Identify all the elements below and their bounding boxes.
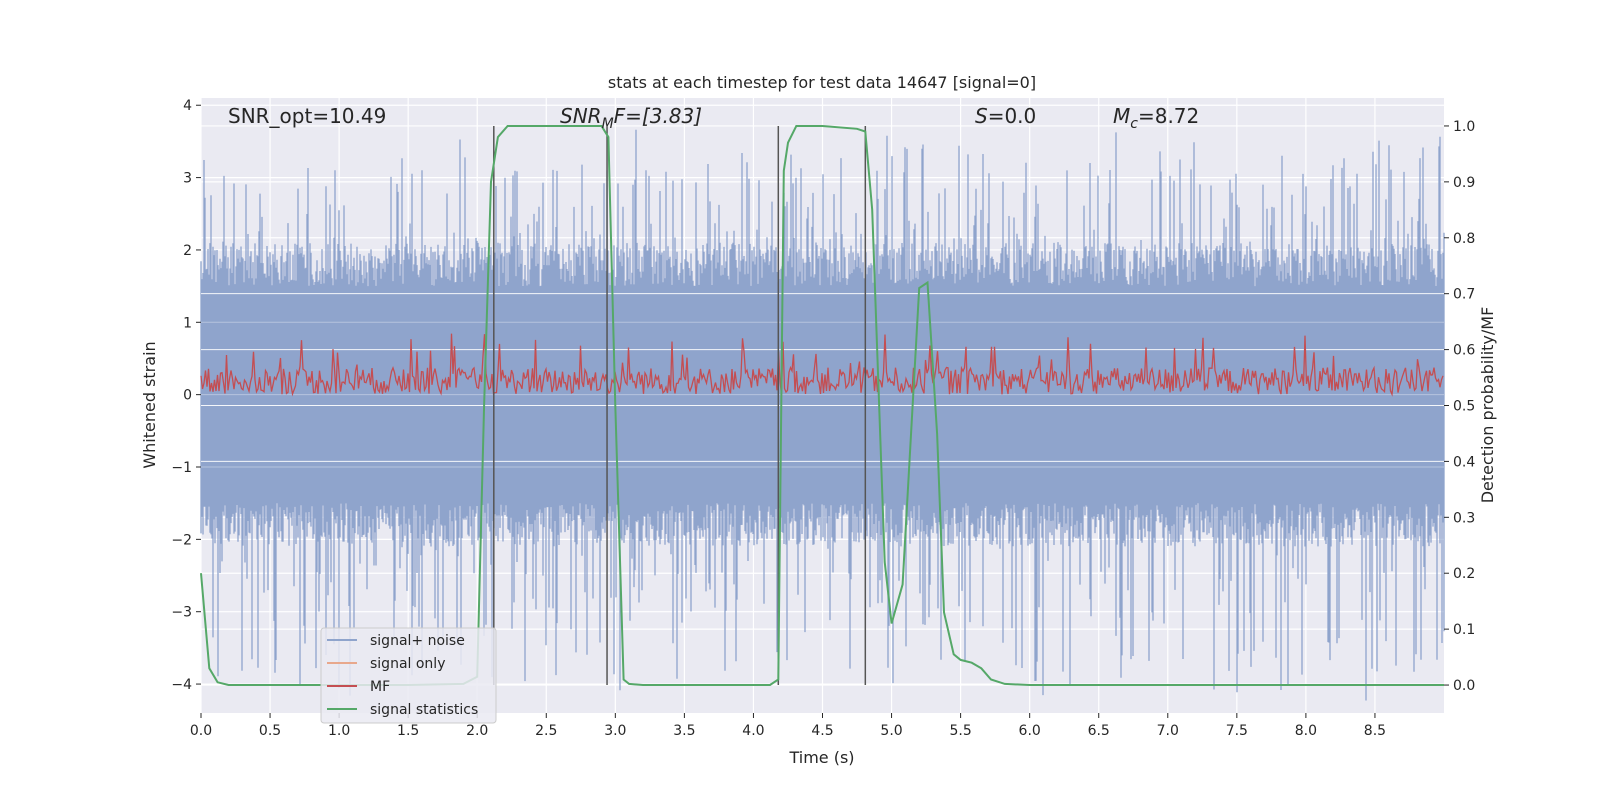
x-tick-label-9: 4.5 — [811, 723, 833, 739]
y-right-tick-label-7: 0.3 — [1453, 510, 1475, 526]
y-right-tick-label-0: 1.0 — [1453, 119, 1475, 135]
legend-label-signal-noise: signal+ noise — [370, 633, 465, 649]
x-tick-label-10: 5.0 — [880, 723, 902, 739]
x-tick-label-8: 4.0 — [742, 723, 764, 739]
y-left-tick-label-3: 1 — [183, 315, 192, 331]
y-right-tick-label-3: 0.7 — [1453, 287, 1475, 303]
y-right-tick-label-5: 0.5 — [1453, 399, 1475, 415]
x-axis-label: Time (s) — [788, 748, 854, 767]
legend: signal+ noise signal only MF signal stat… — [320, 627, 497, 724]
annotation-snr-mf: SNRMF=[3.83] — [560, 104, 702, 132]
y-left-axis-label: Whitened strain — [140, 341, 159, 468]
x-tick-label-1: 0.5 — [259, 723, 281, 739]
y-left-tick-label-2: 2 — [183, 243, 192, 259]
series-signal-noise — [200, 129, 1445, 701]
x-axis-ticks: 0.0 0.5 1.0 1.5 2.0 2.5 3.0 3.5 4.0 4.5 5.0 5.5 6.0 6… — [190, 713, 1386, 739]
series-mf — [200, 333, 1444, 397]
x-tick-label-13: 6.5 — [1088, 723, 1110, 739]
x-tick-label-12: 6.0 — [1019, 723, 1041, 739]
x-tick-label-0: 0.0 — [190, 723, 212, 739]
y-right-tick-label-4: 0.6 — [1453, 343, 1475, 359]
x-tick-label-5: 2.5 — [535, 723, 557, 739]
x-tick-label-2: 1.0 — [328, 723, 350, 739]
chart-title: stats at each timestep for test data 146… — [608, 73, 1036, 92]
y-left-tick-label-7: −3 — [171, 605, 192, 621]
mf-trace — [200, 333, 1444, 397]
x-tick-label-17: 8.5 — [1364, 723, 1386, 739]
y-left-tick-label-8: −4 — [171, 677, 192, 693]
x-tick-label-3: 1.5 — [397, 723, 419, 739]
y-right-tick-label-2: 0.8 — [1453, 231, 1475, 247]
x-tick-label-15: 7.5 — [1226, 723, 1248, 739]
annotation-snr-opt: SNR_opt=10.49 — [228, 104, 386, 128]
legend-label-signal-statistics: signal statistics — [370, 702, 478, 718]
y-right-tick-label-9: 0.1 — [1453, 622, 1475, 638]
y-left-tick-label-4: 0 — [183, 388, 192, 404]
legend-label-mf: MF — [370, 679, 390, 695]
y-left-tick-label-6: −2 — [171, 532, 192, 548]
y-left-tick-label-5: −1 — [171, 460, 192, 476]
x-tick-label-4: 2.0 — [466, 723, 488, 739]
x-tick-label-7: 3.5 — [673, 723, 695, 739]
y-right-axis-label: Detection probability/MF — [1478, 307, 1497, 504]
x-tick-label-11: 5.5 — [949, 723, 971, 739]
y-left-axis-ticks: 4 3 2 1 0 −1 −2 −3 −4 — [171, 98, 201, 693]
annotation-mc: Mc=8.72 — [1113, 104, 1199, 132]
x-tick-label-6: 3.0 — [604, 723, 626, 739]
legend-box — [320, 627, 497, 724]
annotation-s: S=0.0 — [975, 104, 1036, 128]
y-right-tick-label-8: 0.2 — [1453, 566, 1475, 582]
y-right-tick-label-1: 0.9 — [1453, 175, 1475, 191]
y-left-tick-label-0: 4 — [183, 98, 192, 114]
x-tick-label-14: 7.0 — [1157, 723, 1179, 739]
x-tick-label-16: 8.0 — [1295, 723, 1317, 739]
y-left-tick-label-1: 3 — [183, 171, 192, 187]
y-right-tick-label-10: 0.0 — [1453, 678, 1475, 694]
y-right-tick-label-6: 0.4 — [1453, 454, 1475, 470]
y-right-axis-ticks: 1.0 0.9 0.8 0.7 0.6 0.5 0.4 0.3 0.2 0.1 0.0 — [1444, 119, 1475, 694]
legend-label-signal-only: signal only — [370, 656, 445, 672]
